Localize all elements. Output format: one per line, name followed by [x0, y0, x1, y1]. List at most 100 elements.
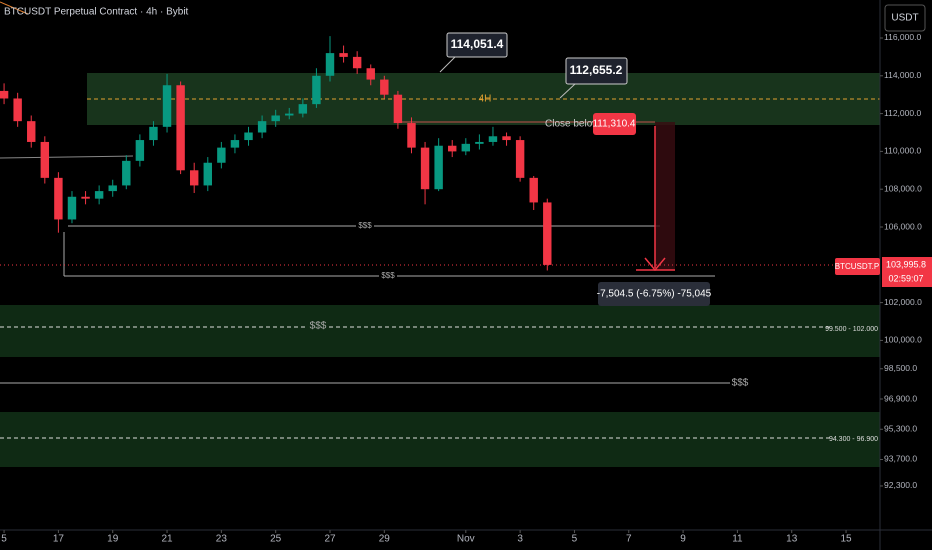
x-tick-label: 25 [270, 534, 282, 545]
label-bg [356, 221, 374, 231]
candle-body [461, 143, 471, 152]
candle-body [298, 104, 308, 114]
chart-title: BTCUSDT Perpetual Contract · 4h · Bybit [4, 7, 189, 18]
candle-body [285, 113, 294, 116]
candle-body [448, 145, 457, 152]
candle-body [203, 162, 212, 186]
y-tick-label: 98,500.0 [884, 363, 917, 373]
candle-body [434, 145, 443, 190]
y-tick-label: 100,000.0 [884, 335, 922, 345]
candle-body [13, 98, 22, 122]
callout-pointer [439, 56, 456, 73]
liquidity-label: $$$ [358, 221, 372, 230]
candle-body [135, 140, 145, 161]
candle-body [271, 115, 280, 122]
label-bg [379, 271, 397, 281]
callout-pointer [559, 83, 576, 99]
x-tick-label: 29 [379, 534, 391, 545]
x-tick-label: 27 [324, 534, 336, 545]
liquidity-label: $$$ [310, 321, 327, 332]
candle-body [488, 136, 498, 142]
candle-body [339, 53, 348, 57]
candle-body [108, 185, 117, 192]
last-price: 103,995.8 [886, 259, 926, 269]
zone-range-label: 99.500 - 102.000 [825, 326, 878, 333]
y-tick-label: 106,000.0 [884, 221, 922, 231]
y-tick-label: 95,300.0 [884, 424, 917, 434]
candle-body [149, 126, 158, 141]
x-tick-label: 7 [626, 534, 632, 545]
liquidity-label: $$$ [381, 271, 395, 280]
candle-body [189, 170, 199, 186]
price-tag-text: 111,310.4 [592, 119, 635, 130]
x-tick-label: Nov [457, 534, 475, 545]
x-tick-label: 19 [107, 534, 119, 545]
currency-label[interactable]: USDT [891, 13, 918, 24]
candle-body [529, 177, 538, 203]
y-tick-label: 96,900.0 [884, 393, 917, 403]
callout-box [565, 57, 628, 85]
x-tick-label: 13 [786, 534, 798, 545]
candle-body [54, 177, 63, 220]
candles [0, 36, 552, 271]
x-tick-label: 23 [216, 534, 228, 545]
trend-line [0, 155, 134, 159]
candle-body [366, 68, 375, 80]
close-below-label: Close below [545, 119, 600, 130]
x-tick-label: 17 [53, 534, 65, 545]
y-tick-label: 112,000.0 [884, 108, 921, 118]
y-tick-label: 116,000.0 [884, 32, 921, 42]
y-tick-label: 102,000.0 [884, 297, 922, 307]
y-tick-label: 92,300.0 [884, 480, 917, 490]
candle-body [475, 141, 484, 144]
x-tick-label: 9 [680, 534, 686, 545]
candle-body [162, 85, 172, 127]
currency-button[interactable] [884, 4, 926, 32]
candle-body [217, 147, 226, 163]
candle-body [230, 140, 240, 148]
callout-text: 114,051.4 [451, 37, 504, 51]
candle-body [27, 121, 36, 142]
candle-body [81, 196, 90, 199]
candle-body [393, 94, 403, 124]
candle-body [502, 136, 511, 141]
x-tick-label: 5 [572, 534, 578, 545]
x-tick-label: 3 [517, 534, 523, 545]
callout-box [446, 32, 508, 58]
y-tick-label: 93,700.0 [884, 454, 917, 464]
demand-zone [0, 305, 880, 357]
x-tick-label: 11 [732, 534, 743, 545]
candle-body [325, 53, 335, 76]
candle-body [312, 75, 321, 105]
symbol-tag-text: BTCUSDT.P [835, 262, 879, 271]
x-tick-label: 21 [161, 534, 173, 545]
candle-body [543, 202, 552, 265]
last-price-tag [882, 257, 932, 287]
y-tick-label: 108,000.0 [884, 183, 922, 193]
y-tick-label: 110,000.0 [884, 146, 921, 156]
candle-body [257, 121, 267, 133]
demand-zone [0, 412, 880, 467]
candle-body [94, 191, 104, 199]
x-tick-label: 15 [840, 534, 852, 545]
measure-box [655, 122, 675, 270]
axes: 116,000.0 114,000.0 112,000.0 110,000.0 108,… [1, 32, 922, 544]
trend-line [0, 1, 29, 15]
zone-range-label: 94.300 - 96.900 [829, 436, 878, 443]
candle-body [40, 141, 50, 178]
zone-label: 4H [479, 94, 492, 105]
price-tag [593, 113, 636, 135]
symbol-tag [835, 258, 880, 275]
candle-body [122, 160, 131, 186]
label-bg [308, 320, 328, 332]
candle-body [407, 123, 416, 148]
measure-label: -7,504.5 (-6.75%) -75,045 [597, 289, 712, 300]
candle-body [0, 90, 9, 99]
candle-body [380, 79, 389, 95]
candle-body [176, 85, 185, 171]
candle-body [420, 147, 430, 190]
candle-body [244, 132, 253, 141]
y-tick-label: 114,000.0 [884, 70, 921, 80]
candle-body [515, 140, 525, 178]
